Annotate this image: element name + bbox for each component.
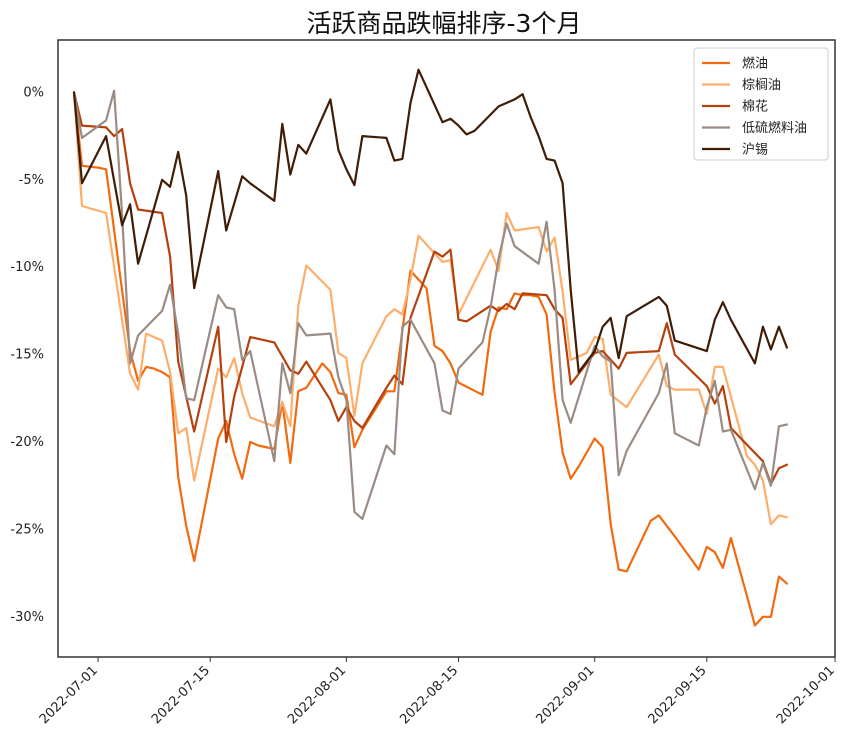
y-tick-label: -10% xyxy=(10,260,44,275)
series-layer xyxy=(72,68,789,627)
x-tick-label: 2022-07-01 xyxy=(37,663,101,727)
y-tick-label: -5% xyxy=(19,173,44,188)
legend-label: 燃油 xyxy=(742,56,768,72)
series-line-2 xyxy=(72,91,789,526)
x-tick-label: 2022-09-15 xyxy=(646,663,710,727)
legend-label: 低硫燃料油 xyxy=(742,120,807,136)
x-tick-label: 2022-08-01 xyxy=(285,663,349,727)
y-tick-label: -30% xyxy=(10,610,44,625)
plot-frame xyxy=(57,39,836,658)
series-line-5 xyxy=(72,68,789,374)
x-tick-label: 2022-09-01 xyxy=(533,663,597,727)
y-tick-label: -25% xyxy=(10,522,44,537)
y-tick-label: 0% xyxy=(23,85,44,100)
y-tick-label: -15% xyxy=(10,348,44,363)
legend-label: 沪锡 xyxy=(742,142,768,158)
legend-box xyxy=(693,47,829,161)
x-tick-label: 2022-07-15 xyxy=(149,663,213,727)
series-line-3 xyxy=(72,91,789,486)
legend-label: 棕榈油 xyxy=(742,78,781,93)
y-tick-label: -20% xyxy=(10,435,44,450)
y-axis: 0% -5% -10% -15% -20% -25% -30% xyxy=(10,85,44,624)
chart-title: 活跃商品跌幅排序-3个月 xyxy=(306,9,582,38)
x-tick-label: 2022-08-15 xyxy=(397,663,461,727)
x-axis: 2022-07-01 2022-07-15 2022-08-01 2022-08-15… xyxy=(37,657,838,727)
legend-label: 棉花 xyxy=(742,99,768,115)
series-line-1 xyxy=(72,91,789,627)
series-line-4 xyxy=(72,89,789,521)
x-tick-label: 2022-10-01 xyxy=(774,663,838,727)
